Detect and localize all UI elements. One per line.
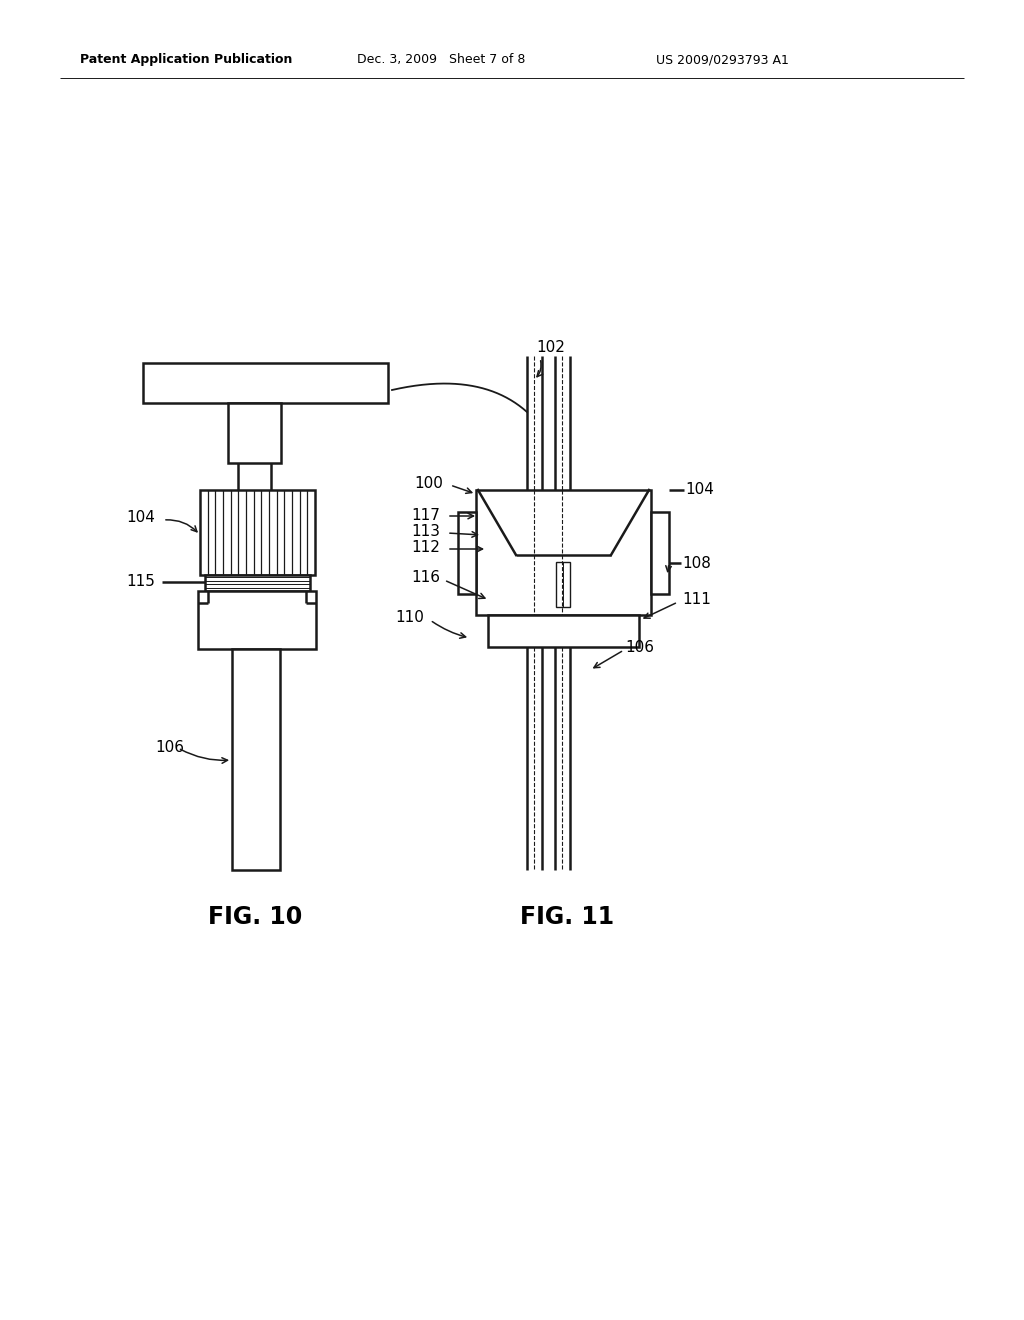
Text: 102: 102 [536, 341, 565, 355]
Text: 106: 106 [155, 741, 184, 755]
Text: 115: 115 [126, 574, 155, 590]
Bar [143, 363, 388, 403]
Text: 117: 117 [411, 508, 440, 524]
Bar [228, 403, 281, 463]
Text: 104: 104 [126, 510, 155, 524]
Bar [488, 615, 639, 647]
Text: 113: 113 [411, 524, 440, 540]
Text: 100: 100 [414, 475, 443, 491]
Text: Patent Application Publication: Patent Application Publication [80, 54, 293, 66]
Bar [200, 490, 315, 576]
Text: 110: 110 [395, 610, 424, 626]
Bar [651, 512, 669, 594]
Bar [476, 490, 651, 615]
Text: 111: 111 [682, 593, 711, 607]
Bar [198, 591, 316, 649]
Text: 108: 108 [682, 556, 711, 570]
Text: 116: 116 [411, 570, 440, 586]
Text: 106: 106 [625, 640, 654, 656]
Text: Dec. 3, 2009   Sheet 7 of 8: Dec. 3, 2009 Sheet 7 of 8 [357, 54, 525, 66]
Text: 112: 112 [411, 540, 440, 556]
Bar [205, 576, 310, 591]
Text: US 2009/0293793 A1: US 2009/0293793 A1 [656, 54, 788, 66]
Text: FIG. 11: FIG. 11 [520, 906, 614, 929]
Bar [458, 512, 476, 594]
Bar [232, 649, 280, 870]
Text: 104: 104 [685, 483, 714, 498]
Bar [556, 562, 570, 607]
Text: FIG. 10: FIG. 10 [208, 906, 302, 929]
